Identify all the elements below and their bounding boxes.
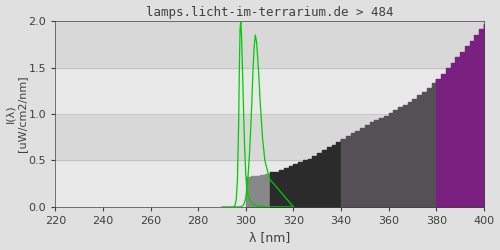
Bar (56, 21, 484, 68)
Title: lamps.licht-im-terrarium.de > 484: lamps.licht-im-terrarium.de > 484 (146, 6, 394, 18)
Bar (56, 160, 484, 207)
Bar (56, 114, 484, 160)
Y-axis label: I(λ)
[uW/cm2/nm]: I(λ) [uW/cm2/nm] (6, 76, 27, 152)
X-axis label: λ [nm]: λ [nm] (249, 232, 290, 244)
Bar (56, 68, 484, 114)
